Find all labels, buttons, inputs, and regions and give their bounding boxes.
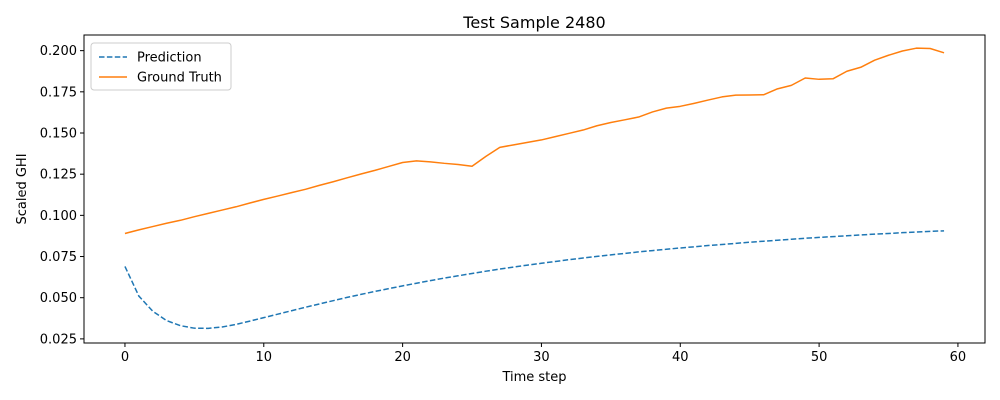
x-tick-label: 20 bbox=[394, 350, 411, 365]
y-tick-label: 0.175 bbox=[40, 85, 77, 100]
x-tick-label: 0 bbox=[121, 350, 129, 365]
x-axis-ticks: 0 10 20 30 40 50 60 bbox=[121, 343, 966, 365]
x-axis-label: Time step bbox=[501, 370, 566, 385]
plot-area bbox=[124, 47, 945, 330]
y-tick-label: 0.125 bbox=[40, 168, 77, 183]
series-line-ground-truth bbox=[124, 47, 945, 235]
chart-title: Test Sample 2480 bbox=[462, 13, 605, 32]
legend-label-ground-truth: Ground Truth bbox=[137, 71, 222, 86]
series-line-prediction bbox=[124, 230, 945, 330]
x-tick-label: 50 bbox=[811, 350, 828, 365]
axes-frame bbox=[83, 34, 986, 344]
y-axis-label: Scaled GHI bbox=[15, 153, 30, 224]
y-tick-label: 0.025 bbox=[40, 332, 77, 347]
y-tick-label: 0.050 bbox=[40, 291, 77, 306]
x-tick-label: 60 bbox=[950, 350, 967, 365]
legend-box bbox=[90, 42, 232, 91]
y-tick-label: 0.100 bbox=[40, 209, 77, 224]
legend-label-prediction: Prediction bbox=[137, 51, 202, 66]
y-axis-ticks: 0.025 0.050 0.075 0.100 0.125 0.150 0.175 0.200 bbox=[40, 44, 84, 347]
x-tick-label: 10 bbox=[256, 350, 273, 365]
y-tick-label: 0.200 bbox=[40, 44, 77, 59]
y-tick-label: 0.075 bbox=[40, 250, 77, 265]
legend: Prediction Ground Truth bbox=[90, 42, 232, 91]
x-tick-label: 40 bbox=[672, 350, 689, 365]
y-tick-label: 0.150 bbox=[40, 127, 77, 142]
x-tick-label: 30 bbox=[533, 350, 550, 365]
